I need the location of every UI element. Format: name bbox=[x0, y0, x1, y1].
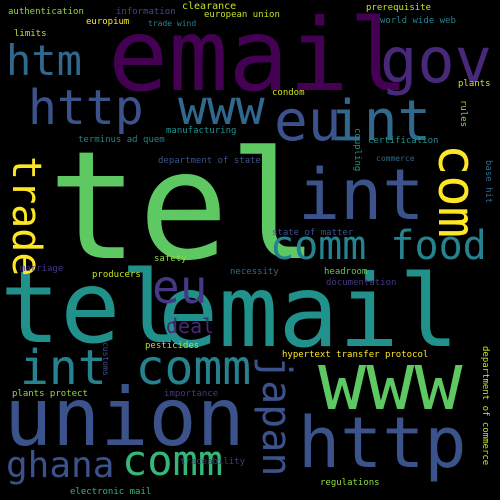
word-htm: htm bbox=[6, 36, 82, 85]
word-plants-protect: plants protect bbox=[12, 389, 88, 399]
word-coupling-vertical: coupling bbox=[352, 128, 362, 172]
word-necessity: necessity bbox=[230, 267, 279, 277]
word-traceability: traceability bbox=[180, 457, 246, 467]
word-commerce: commerce bbox=[376, 154, 415, 163]
word-www-right: www bbox=[318, 335, 463, 428]
word-int-comm: int comm bbox=[20, 340, 252, 396]
word-certification: certification bbox=[368, 136, 439, 146]
word-prerequisite: prerequisite bbox=[366, 3, 432, 13]
word-int-right: int bbox=[298, 154, 425, 236]
word-eu-mid: eu bbox=[152, 260, 208, 314]
word-deal: deal bbox=[166, 314, 215, 338]
word-ghana: ghana bbox=[6, 445, 115, 486]
word-european-union: european union bbox=[204, 10, 280, 20]
word-japan-vertical: japan bbox=[253, 356, 299, 477]
word-documentation: documentation bbox=[326, 278, 397, 288]
word-safety: safety bbox=[154, 254, 187, 264]
word-gov: gov bbox=[380, 24, 492, 97]
word-electronic-mail: electronic mail bbox=[70, 487, 152, 497]
word-marriage: marriage bbox=[20, 264, 64, 274]
word-http-top: http bbox=[28, 80, 144, 136]
word-int-top: int bbox=[330, 89, 432, 154]
word-comm-food: comm food bbox=[270, 223, 487, 269]
word-limits: limits bbox=[14, 29, 47, 39]
word-comm-bottom: comm bbox=[122, 436, 224, 485]
word-department-of-state: department of state bbox=[158, 156, 261, 166]
word-tel-large: tel bbox=[48, 120, 319, 294]
word-hypertext-transfer-protocol: hypertext transfer protocol bbox=[282, 350, 429, 360]
word-pesticides: pesticides bbox=[145, 341, 200, 351]
word-trade-vertical: trade bbox=[3, 156, 49, 277]
word-eu-top: eu bbox=[274, 89, 342, 154]
word-rules-vertical: rules bbox=[458, 100, 468, 128]
word-customs-vertical: customs bbox=[101, 342, 110, 376]
word-europium: europium bbox=[86, 17, 130, 27]
word-information: information bbox=[116, 7, 176, 17]
word-trade-wind: trade wind bbox=[148, 19, 197, 28]
word-www-top: www bbox=[178, 80, 265, 136]
word-state-of-matter: state of matter bbox=[272, 228, 354, 238]
word-http-bottom: http bbox=[298, 402, 467, 484]
word-producers: producers bbox=[92, 270, 141, 280]
word-department-of-commerce-vertical: department of commerce bbox=[480, 346, 490, 466]
word-com-vertical: com bbox=[426, 144, 486, 238]
word-email-top: email bbox=[108, 0, 410, 114]
word-authentication: authentication bbox=[8, 7, 84, 17]
word-condom: condom bbox=[272, 88, 305, 98]
word-headroom: headroom bbox=[324, 267, 368, 277]
word-terminus-ad-quem: terminus ad quem bbox=[78, 135, 165, 145]
word-tel-mid: tel bbox=[0, 249, 181, 366]
word-manufacturing: manufacturing bbox=[166, 126, 237, 136]
word-importance: importance bbox=[164, 389, 219, 399]
word-union: union bbox=[4, 371, 245, 464]
word-base-hit-vertical: base hit bbox=[483, 160, 493, 204]
word-plants: plants bbox=[458, 79, 491, 89]
word-email-mid: email bbox=[158, 253, 460, 370]
word-world-wide-web: world wide web bbox=[380, 16, 456, 26]
word-regulations: regulations bbox=[320, 478, 380, 488]
word-clearance: clearance bbox=[182, 1, 237, 12]
